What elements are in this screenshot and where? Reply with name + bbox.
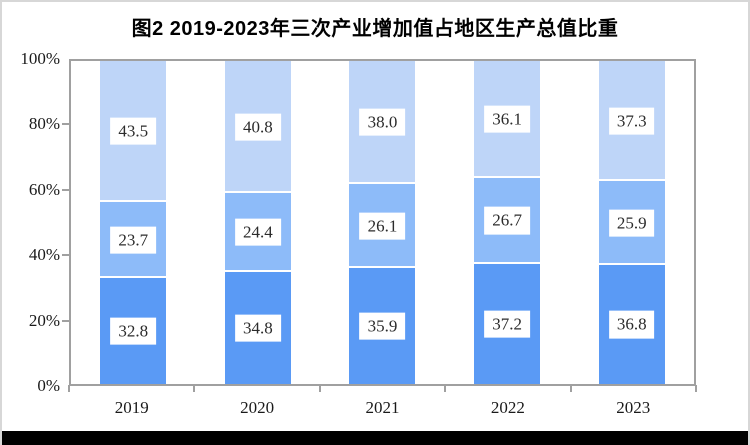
y-axis-tick-label: 80% — [28, 114, 60, 134]
value-label: 36.8 — [608, 310, 655, 339]
y-axis-tick-label: 60% — [28, 179, 60, 199]
x-axis-category-label: 2023 — [616, 398, 651, 417]
value-label: 26.1 — [359, 212, 406, 240]
value-label: 32.8 — [110, 317, 157, 345]
y-axis-tick-mark — [62, 188, 69, 191]
chart-title: 图2 2019-2023年三次产业增加值占地区生产总值比重 — [131, 18, 619, 40]
category-slot: 36.8 25.9 37.3 — [569, 61, 694, 384]
stacked-bar: 34.8 24.4 40.8 — [224, 61, 291, 384]
y-axis-tick-mark — [62, 123, 69, 126]
value-label: 43.5 — [110, 117, 157, 145]
y-axis-tick-mark — [62, 254, 69, 257]
value-label: 40.8 — [235, 113, 281, 141]
stacked-bar: 32.8 23.7 43.5 — [100, 61, 167, 384]
x-axis-tick-mark — [193, 385, 196, 392]
plot-area: 32.8 23.7 43.5 34.8 24.4 40.8 35.9 26.1 38.0 37.2… — [69, 59, 696, 386]
stacked-bar: 36.8 25.9 37.3 — [598, 61, 665, 384]
x-axis-category-label: 2021 — [365, 398, 400, 417]
category-slot: 37.2 26.7 36.1 — [445, 61, 570, 384]
y-axis-tick-label: 0% — [37, 376, 60, 395]
y-axis: 0% 20% 40% 60% 80% 100% — [2, 49, 69, 395]
y-axis-tick-label: 40% — [28, 245, 60, 265]
stacked-bar: 37.2 26.7 36.1 — [474, 61, 541, 384]
category-slot: 34.8 24.4 40.8 — [196, 61, 321, 384]
x-axis-tick-mark — [318, 385, 321, 392]
x-axis: 2019 2020 2021 2022 2023 — [69, 398, 696, 424]
value-label: 23.7 — [110, 226, 157, 254]
x-axis-tick-mark — [569, 385, 572, 392]
value-label: 36.1 — [484, 105, 530, 133]
bottom-black-bar — [2, 431, 748, 445]
category-slot: 32.8 23.7 43.5 — [71, 61, 196, 384]
y-axis-tick-label: 20% — [28, 310, 60, 330]
value-label: 26.7 — [484, 207, 530, 235]
value-label: 37.2 — [484, 310, 530, 338]
value-label: 24.4 — [235, 218, 281, 246]
value-label: 25.9 — [608, 209, 655, 237]
x-axis-tick-mark — [68, 385, 70, 392]
stacked-bar: 35.9 26.1 38.0 — [349, 61, 416, 384]
value-label: 37.3 — [608, 107, 655, 135]
x-axis-tick-mark — [444, 385, 447, 392]
x-axis-category-label: 2022 — [490, 398, 525, 417]
x-axis-tick-mark — [695, 385, 697, 392]
value-label: 34.8 — [235, 314, 281, 342]
category-slot: 35.9 26.1 38.0 — [320, 61, 445, 384]
x-axis-category-label: 2019 — [114, 398, 149, 417]
y-axis-tick-label: 100% — [20, 49, 60, 68]
value-label: 38.0 — [359, 108, 406, 136]
y-axis-tick-mark — [62, 319, 69, 322]
x-axis-category-label: 2020 — [240, 398, 275, 417]
value-label: 35.9 — [359, 312, 406, 340]
